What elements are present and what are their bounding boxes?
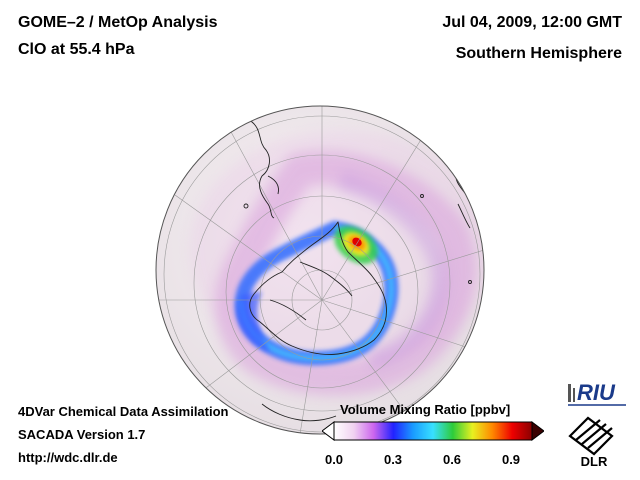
coast-australia — [261, 403, 337, 422]
colorbar — [322, 421, 544, 441]
riu-logo-text: RIU — [577, 380, 616, 405]
globe-outline — [155, 105, 485, 435]
colorbar-tick-2: 0.6 — [442, 452, 462, 467]
coast-antarctica — [249, 221, 387, 355]
riu-logo: RIU — [568, 380, 626, 406]
species-label: ClO at 55.4 hPa — [18, 41, 135, 58]
colorbar-tick-3: 0.9 — [501, 452, 521, 467]
graticule — [158, 106, 484, 434]
page-title: GOME–2 / MetOp Analysis — [18, 14, 218, 31]
dlr-logo-text: DLR — [581, 454, 608, 469]
footer-version: SACADA Version 1.7 — [18, 427, 146, 442]
footer-method: 4DVar Chemical Data Assimilation — [18, 404, 229, 419]
footer-url: http://wdc.dlr.de — [18, 450, 118, 465]
colorbar-title: Volume Mixing Ratio [ppbv] — [340, 402, 511, 417]
region-label: Southern Hemisphere — [455, 45, 622, 62]
dlr-logo: DLR — [568, 416, 614, 469]
colorbar-left-arrow — [322, 421, 335, 441]
colorbar-right-arrow — [531, 421, 544, 441]
colorbar-tick-0: 0.0 — [324, 452, 344, 467]
colorbar-tick-1: 0.3 — [383, 452, 403, 467]
riu-logo-mark — [568, 384, 571, 402]
dlr-logo-mark — [568, 416, 614, 456]
clo-outer-band-lilac — [337, 171, 450, 369]
clo-left-loop — [236, 292, 270, 352]
colorbar-gradient — [333, 421, 533, 441]
coastlines — [209, 107, 477, 422]
clo-outer-band — [214, 151, 476, 396]
datetime-label: Jul 04, 2009, 12:00 GMT — [442, 14, 622, 31]
